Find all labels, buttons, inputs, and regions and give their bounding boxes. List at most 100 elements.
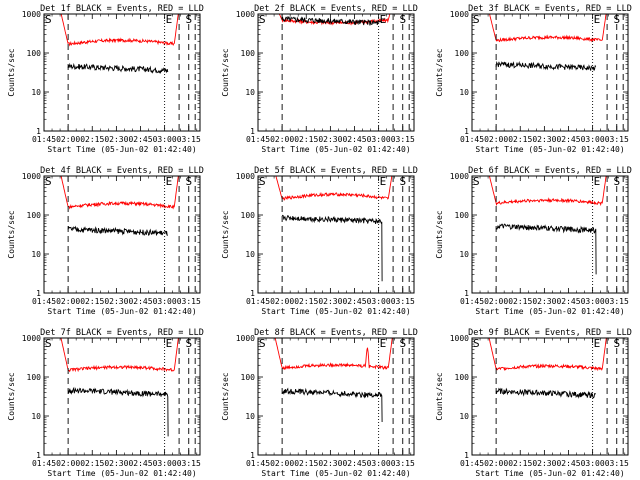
x-tick-label: 02:00 xyxy=(270,459,294,468)
series-lld-line xyxy=(278,14,391,26)
series-events-line xyxy=(495,223,597,275)
axes-frame xyxy=(257,175,415,294)
x-tick-label: 02:15 xyxy=(80,297,104,306)
y-tick-label: 1000 xyxy=(450,172,469,181)
x-axis-label: Start Time (05-Jun-02 01:42:40) xyxy=(261,469,410,478)
x-tick-label: 03:00 xyxy=(581,297,605,306)
series-lld-line xyxy=(488,176,607,207)
series-lld-line xyxy=(489,14,607,43)
series-events-line xyxy=(495,387,597,399)
x-tick-label: 02:45 xyxy=(342,135,366,144)
marker-label-s: S xyxy=(614,337,621,350)
y-tick-label: 10 xyxy=(31,250,41,259)
series-group xyxy=(275,176,393,282)
x-tick-label: 02:15 xyxy=(294,459,318,468)
marker-label-e: E xyxy=(166,13,173,26)
marker-label-s: S xyxy=(400,337,407,350)
x-tick-label: 01:45 xyxy=(246,297,270,306)
marker-label-s: S xyxy=(473,175,480,188)
series-events-line xyxy=(67,225,168,236)
x-tick-label: 02:00 xyxy=(56,297,80,306)
y-tick-label: 100 xyxy=(455,373,470,382)
series-group xyxy=(278,14,391,26)
y-axis-label: Counts/sec xyxy=(7,372,16,420)
marker-label-s: S xyxy=(186,13,193,26)
series-events-line xyxy=(67,62,169,75)
x-axis-label: Start Time (05-Jun-02 01:42:40) xyxy=(47,307,196,316)
x-tick-label: 01:45 xyxy=(246,135,270,144)
marker-label-e: E xyxy=(166,175,173,188)
x-tick-label: 02:00 xyxy=(56,459,80,468)
x-tick-label: 02:15 xyxy=(508,459,532,468)
series-events-line xyxy=(281,15,383,26)
x-tick-label: 02:15 xyxy=(80,459,104,468)
x-tick-label: 01:45 xyxy=(460,297,484,306)
series-lld-line xyxy=(275,176,393,201)
x-tick-label: 02:00 xyxy=(484,297,508,306)
panel-title: Det 3f BLACK = Events, RED = LLD xyxy=(468,4,632,14)
x-tick-label: 02:15 xyxy=(294,297,318,306)
marker-label-e: E xyxy=(594,175,601,188)
y-tick-label: 1 xyxy=(36,127,41,136)
x-tick-label: 02:30 xyxy=(318,135,342,144)
x-tick-label: 02:30 xyxy=(532,297,556,306)
marker-label-s: S xyxy=(45,175,52,188)
y-tick-label: 1 xyxy=(250,127,255,136)
y-tick-label: 100 xyxy=(27,373,42,382)
x-tick-label: 02:45 xyxy=(556,459,580,468)
x-tick-label: 03:15 xyxy=(177,297,201,306)
marker-label-s: S xyxy=(400,13,407,26)
x-tick-label: 01:45 xyxy=(460,459,484,468)
x-tick-label: 02:30 xyxy=(104,135,128,144)
x-tick-label: 02:00 xyxy=(484,459,508,468)
x-tick-label: 03:15 xyxy=(605,459,629,468)
panel-title: Det 7f BLACK = Events, RED = LLD xyxy=(40,328,204,338)
x-tick-label: 02:45 xyxy=(128,459,152,468)
x-tick-label: 03:00 xyxy=(153,297,177,306)
y-tick-label: 10 xyxy=(245,250,255,259)
y-axis-label: Counts/sec xyxy=(435,372,444,420)
y-tick-label: 100 xyxy=(241,211,256,220)
y-tick-label: 100 xyxy=(241,373,256,382)
x-tick-label: 02:15 xyxy=(80,135,104,144)
x-axis-label: Start Time (05-Jun-02 01:42:40) xyxy=(475,307,624,316)
series-group xyxy=(488,338,607,399)
x-tick-label: 03:15 xyxy=(391,135,415,144)
series-events-line xyxy=(67,386,169,437)
x-tick-label: 02:15 xyxy=(508,135,532,144)
series-lld-line xyxy=(488,338,607,372)
y-tick-label: 1 xyxy=(250,289,255,298)
marker-label-s: S xyxy=(259,337,266,350)
series-events-line xyxy=(281,214,383,282)
y-tick-label: 1000 xyxy=(450,334,469,343)
y-tick-label: 100 xyxy=(27,211,42,220)
x-tick-label: 02:30 xyxy=(318,297,342,306)
x-tick-label: 01:45 xyxy=(246,459,270,468)
marker-label-s: S xyxy=(259,13,266,26)
y-axis-label: Counts/sec xyxy=(7,48,16,96)
x-tick-label: 02:45 xyxy=(128,297,152,306)
y-tick-label: 1000 xyxy=(236,172,255,181)
axes-frame xyxy=(471,337,629,456)
y-axis-label: Counts/sec xyxy=(221,48,230,96)
x-tick-label: 03:00 xyxy=(581,135,605,144)
x-tick-label: 02:00 xyxy=(270,135,294,144)
marker-label-s: S xyxy=(614,13,621,26)
panel-title: Det 2f BLACK = Events, RED = LLD xyxy=(254,4,418,14)
axes-frame xyxy=(471,175,629,294)
axes-frame xyxy=(43,337,201,456)
y-tick-label: 1 xyxy=(464,451,469,460)
panel-title: Det 4f BLACK = Events, RED = LLD xyxy=(40,166,204,176)
x-tick-label: 02:45 xyxy=(556,135,580,144)
y-tick-label: 100 xyxy=(455,211,470,220)
y-tick-label: 1000 xyxy=(450,10,469,19)
y-tick-label: 1 xyxy=(250,451,255,460)
y-tick-label: 1 xyxy=(36,289,41,298)
